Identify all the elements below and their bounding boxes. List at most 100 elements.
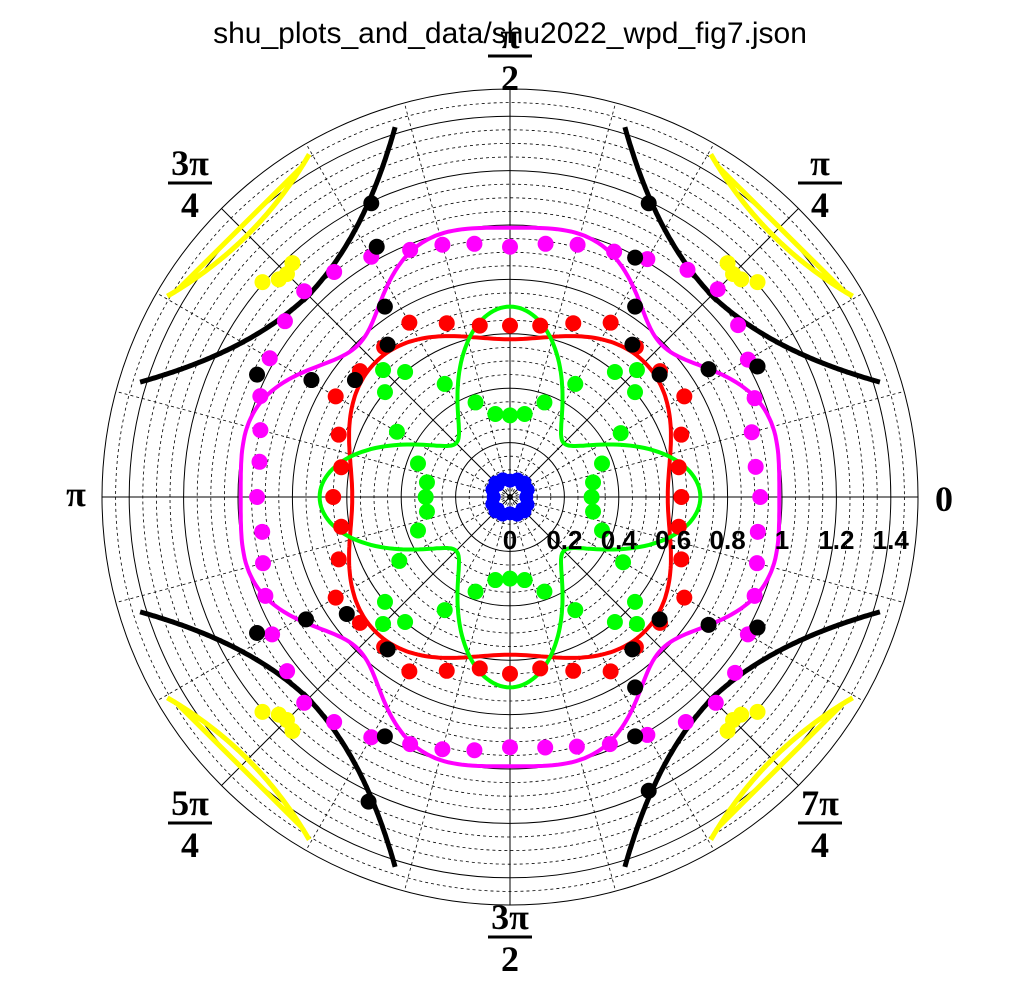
grid-spoke bbox=[509, 102, 616, 498]
data-point bbox=[749, 703, 766, 720]
data-point bbox=[379, 336, 396, 353]
data-point bbox=[651, 366, 668, 383]
data-point bbox=[303, 372, 320, 389]
data-point bbox=[673, 426, 690, 443]
data-point bbox=[733, 271, 750, 288]
angle-label-numerator: 7π bbox=[801, 783, 839, 823]
data-point bbox=[436, 375, 453, 392]
radial-tick-label: 0.6 bbox=[655, 525, 691, 555]
grid-spoke bbox=[509, 208, 799, 498]
series-1-curve bbox=[238, 225, 782, 769]
radial-tick-label: 0.4 bbox=[601, 525, 638, 555]
angle-label-numerator: 5π bbox=[171, 783, 209, 823]
grid-spoke bbox=[221, 496, 511, 786]
data-point bbox=[670, 459, 687, 476]
data-point bbox=[676, 388, 693, 405]
data-point bbox=[583, 489, 600, 505]
data-point bbox=[602, 663, 619, 680]
data-point bbox=[401, 314, 418, 331]
data-point bbox=[298, 611, 314, 628]
data-point bbox=[677, 714, 694, 731]
data-point bbox=[749, 523, 766, 540]
angle-label: 5π4 bbox=[168, 783, 212, 865]
polar-grid bbox=[101, 88, 919, 906]
angle-label-denominator: 4 bbox=[811, 825, 829, 865]
data-point bbox=[368, 238, 385, 255]
data-point bbox=[502, 665, 518, 682]
data-point bbox=[537, 235, 554, 252]
data-point bbox=[397, 614, 414, 631]
data-point bbox=[679, 261, 696, 278]
data-point bbox=[502, 238, 518, 255]
angle-label: 3π4 bbox=[168, 143, 212, 225]
series-4-curve-branch bbox=[622, 126, 881, 385]
radial-tick-label: 0.8 bbox=[710, 525, 746, 555]
angle-label: 3π2 bbox=[488, 897, 532, 979]
series-points bbox=[249, 195, 769, 810]
data-point bbox=[363, 195, 380, 212]
grid-spoke bbox=[221, 208, 511, 498]
data-point bbox=[639, 726, 656, 743]
data-point bbox=[640, 195, 657, 212]
data-point bbox=[261, 350, 278, 367]
data-point bbox=[516, 405, 533, 422]
data-point bbox=[606, 363, 623, 380]
series-5-curve-branch bbox=[708, 153, 854, 299]
data-point bbox=[252, 388, 269, 405]
grid-spoke bbox=[115, 391, 511, 498]
data-point bbox=[532, 660, 549, 677]
angle-label-numerator: π bbox=[810, 143, 830, 183]
data-point bbox=[471, 660, 488, 677]
angle-label-denominator: 2 bbox=[501, 939, 519, 979]
data-point bbox=[375, 615, 392, 632]
grid-spoke bbox=[509, 496, 905, 603]
data-point bbox=[615, 554, 632, 571]
grid-spoke bbox=[509, 496, 616, 892]
data-point bbox=[606, 614, 623, 631]
angle-label-text: 0 bbox=[935, 479, 953, 519]
data-point bbox=[594, 455, 611, 472]
data-point bbox=[743, 424, 760, 441]
data-point bbox=[727, 664, 744, 681]
data-point bbox=[602, 314, 619, 331]
angle-label-text: π bbox=[66, 474, 86, 514]
data-point bbox=[409, 522, 426, 539]
data-point bbox=[730, 317, 747, 334]
data-point bbox=[330, 551, 347, 568]
data-point bbox=[438, 315, 455, 332]
angle-label: π2 bbox=[488, 16, 532, 98]
data-point bbox=[402, 736, 419, 753]
data-point bbox=[401, 663, 418, 680]
series-5-curve-branch bbox=[166, 695, 312, 841]
data-point bbox=[379, 641, 396, 658]
data-point bbox=[487, 405, 504, 422]
data-point bbox=[417, 489, 434, 505]
data-point bbox=[567, 375, 584, 392]
data-point bbox=[569, 236, 586, 253]
data-point bbox=[651, 611, 668, 628]
data-point bbox=[296, 694, 313, 711]
data-point bbox=[733, 706, 750, 723]
series-4-curve-branch bbox=[622, 609, 881, 868]
series-4-curve-branch bbox=[139, 126, 398, 385]
series-4-curve-branch bbox=[139, 609, 398, 868]
data-point bbox=[627, 728, 644, 745]
data-point bbox=[585, 503, 602, 520]
data-point bbox=[254, 274, 271, 291]
grid-spoke bbox=[404, 496, 511, 892]
data-point bbox=[746, 390, 763, 407]
radial-tick-label: 0 bbox=[503, 525, 517, 555]
data-point bbox=[251, 453, 268, 470]
data-point bbox=[700, 361, 717, 378]
data-point bbox=[325, 489, 342, 505]
data-point bbox=[627, 249, 644, 266]
angle-label-denominator: 4 bbox=[181, 825, 199, 865]
angle-label: 0 bbox=[935, 479, 953, 519]
data-point bbox=[249, 366, 266, 383]
data-point bbox=[628, 615, 645, 632]
data-point bbox=[375, 362, 392, 379]
data-point bbox=[360, 793, 377, 810]
grid-spoke bbox=[509, 391, 905, 498]
data-point bbox=[606, 243, 623, 260]
data-point bbox=[747, 458, 764, 475]
